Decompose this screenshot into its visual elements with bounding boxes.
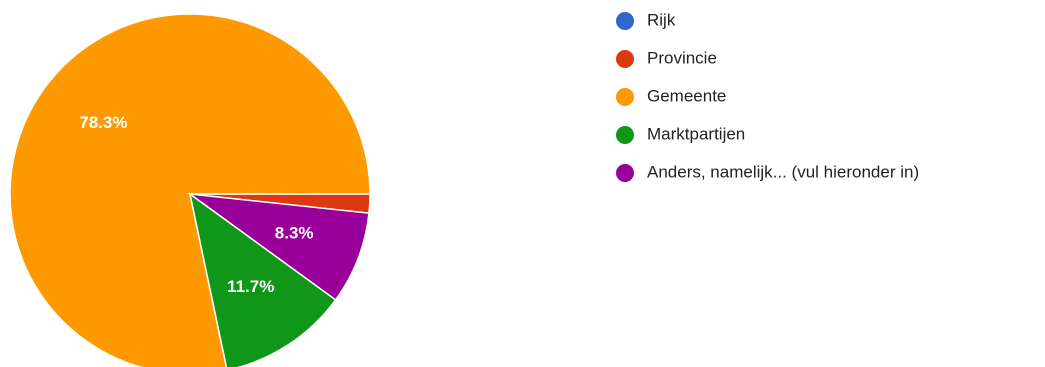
legend-swatch (616, 126, 634, 144)
pie-slices (9, 13, 371, 367)
pie-slice-marktpartijen (188, 192, 337, 367)
slice-label: 8.3% (275, 224, 314, 243)
legend-swatch (616, 12, 634, 30)
legend-swatch (616, 88, 634, 106)
legend-label: Marktpartijen (647, 124, 745, 143)
legend-label: Rijk (647, 10, 676, 29)
legend-label: Gemeente (647, 86, 726, 105)
legend-swatch (616, 50, 634, 68)
legend: Rijk Provincie Gemeente Marktpartijen Anders… (616, 10, 919, 182)
legend-swatch (616, 164, 634, 182)
legend-label: Provincie (647, 48, 717, 67)
pie-slice-gemeente (9, 13, 371, 367)
slice-label: 11.7% (227, 277, 274, 296)
slice-labels: 78.3% 11.7% 8.3% (79, 113, 313, 296)
slice-label: 78.3% (79, 113, 127, 132)
pie-slice-anders-namelijk-vul-hieronder-in (187, 192, 370, 301)
legend-label: Anders, namelijk... (vul hieronder in) (647, 162, 919, 181)
